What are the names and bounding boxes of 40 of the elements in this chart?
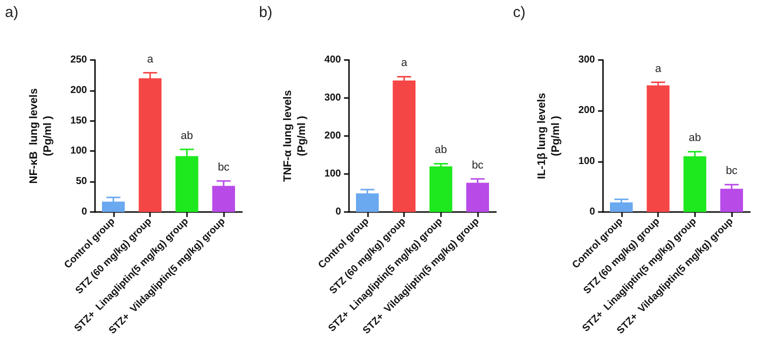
y-tick-label: 200 (578, 105, 596, 116)
y-tick-label: 50 (76, 176, 88, 188)
bar (720, 188, 744, 212)
y-tick-label: 100 (578, 156, 596, 167)
bar (466, 182, 490, 212)
y-axis-title: IL-1β lung levels (Pg/ml ) (536, 92, 562, 180)
bar (610, 202, 633, 212)
bar (102, 202, 125, 212)
y-tick-label: 250 (70, 54, 88, 66)
data-label: bc (726, 165, 738, 178)
bar (392, 80, 416, 212)
y-axis-title: TNF-α lung levels (Pg/ml ) (282, 90, 308, 182)
y-tick-label: 0 (81, 206, 88, 218)
data-label: ab (180, 130, 193, 142)
y-tick-label: 200 (324, 130, 342, 142)
y-tick-label: 200 (70, 84, 88, 96)
data-label: a (401, 57, 408, 70)
y-tick-label: 100 (324, 168, 342, 180)
y-tick-label: 300 (578, 54, 596, 66)
data-label: ab (434, 144, 447, 156)
chart-title: a) (5, 4, 18, 21)
y-tick-label: 400 (324, 54, 342, 66)
y-tick-label: 0 (335, 206, 342, 218)
y-tick-label: 0 (589, 206, 596, 218)
bar (212, 186, 236, 212)
data-label: a (655, 62, 662, 75)
data-label: ab (688, 132, 701, 144)
bar (646, 85, 670, 212)
data-label: bc (218, 161, 230, 174)
chart-title: c) (513, 4, 526, 21)
y-tick-label: 300 (324, 92, 342, 104)
data-label: bc (472, 159, 484, 172)
data-label: a (147, 53, 154, 66)
y-axis-title: NF-κB lung levels (Pg/ml ) (28, 88, 54, 184)
y-tick-label: 100 (70, 146, 88, 157)
bar (356, 193, 379, 212)
bar (683, 156, 706, 212)
chart-title: b) (259, 4, 272, 21)
bar (429, 166, 452, 212)
y-tick-label: 150 (70, 115, 88, 126)
